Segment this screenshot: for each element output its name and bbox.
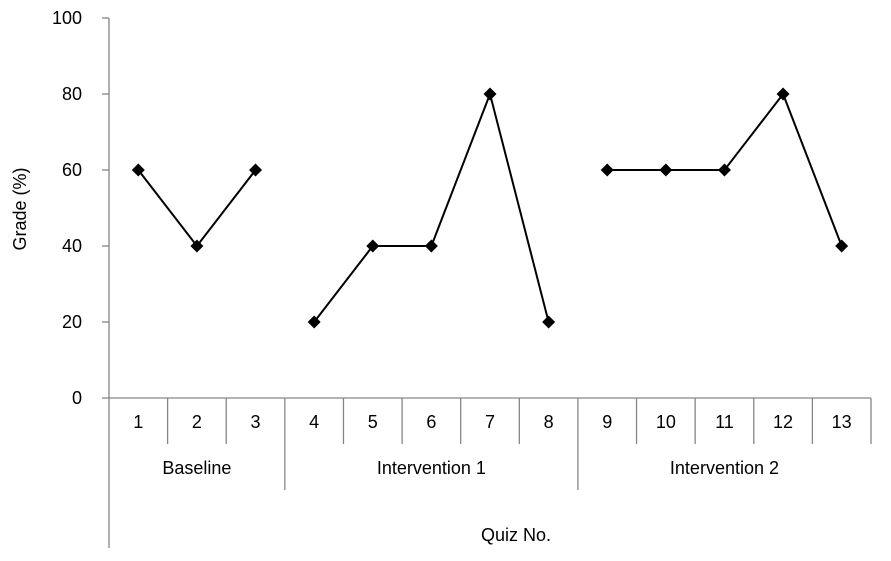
y-tick-label: 20	[62, 312, 82, 332]
x-tick-label: 1	[133, 412, 143, 432]
x-tick-label: 3	[251, 412, 261, 432]
data-point	[483, 87, 497, 101]
phase-label: Intervention 1	[377, 458, 486, 478]
x-tick-label: 4	[309, 412, 319, 432]
phase-label: Intervention 2	[670, 458, 779, 478]
x-tick-label: 8	[544, 412, 554, 432]
series-line	[137, 169, 257, 248]
x-tick-label: 13	[832, 412, 852, 432]
x-tick-label: 10	[656, 412, 676, 432]
axes	[108, 18, 871, 548]
data-point	[542, 315, 556, 329]
x-tick-label: 2	[192, 412, 202, 432]
y-tick-label: 60	[62, 160, 82, 180]
x-tick-label: 11	[715, 412, 734, 432]
y-tick-label: 100	[52, 8, 82, 28]
data-point	[307, 315, 321, 329]
series-points	[131, 87, 849, 329]
x-tick-label: 7	[485, 412, 495, 432]
y-tick-label: 40	[62, 236, 82, 256]
y-axis-ticks: 0 20 40 60 80 100	[52, 8, 109, 408]
x-tick-label: 12	[773, 412, 793, 432]
data-point	[600, 163, 614, 177]
data-point	[659, 163, 673, 177]
data-point	[717, 163, 731, 177]
y-tick-label: 0	[72, 388, 82, 408]
data-point	[366, 239, 380, 253]
data-point	[249, 163, 263, 177]
data-point	[835, 239, 849, 253]
y-tick-label: 80	[62, 84, 82, 104]
x-tick-label: 5	[368, 412, 378, 432]
data-point	[190, 239, 204, 253]
phase-label: Baseline	[162, 458, 231, 478]
x-axis-title: Quiz No.	[481, 525, 551, 545]
x-tick-label: 6	[426, 412, 436, 432]
y-axis-title: Grade (%)	[10, 167, 30, 250]
x-tick-label: 9	[602, 412, 612, 432]
data-point	[424, 239, 438, 253]
data-point	[131, 163, 145, 177]
data-point	[776, 87, 790, 101]
series-line	[313, 90, 550, 323]
series-lines	[137, 90, 843, 323]
